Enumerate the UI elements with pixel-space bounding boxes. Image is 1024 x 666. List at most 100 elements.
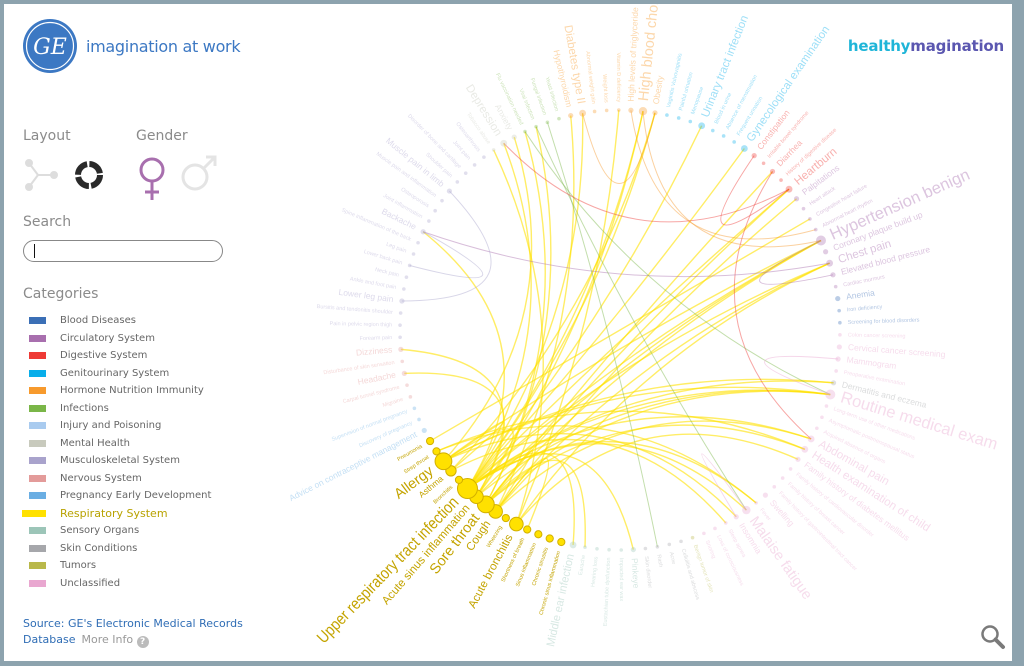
- link-upper-respiratory-tract-infection-to-gynecological-examination: [466, 148, 745, 490]
- search-label: Search: [23, 214, 72, 230]
- link-hypertension-benign-to-elevated-blood-pressure: [759, 240, 834, 285]
- category-swatch: [29, 562, 46, 570]
- legend-item-circulatory-system[interactable]: Circulatory System: [26, 330, 211, 348]
- node-acquired-absence-of-organs: [815, 426, 819, 431]
- node-anxiety: [511, 134, 517, 140]
- link-diarrhea-to-abdominal-pain: [733, 171, 812, 440]
- node-label: Colon cancer screening: [848, 332, 906, 339]
- node-tobacco-abuse: [491, 148, 496, 152]
- node-label: Impacted ear wax: [618, 558, 624, 602]
- more-info-link[interactable]: More Info: [81, 633, 134, 646]
- female-icon[interactable]: [137, 156, 167, 202]
- node-vaginitis-vulvovaginitis: [665, 113, 669, 117]
- node-acute-bronchitis: [509, 516, 524, 532]
- brand-part2: magination: [910, 37, 1004, 55]
- node-disturbance-of-skin-sensation: [400, 359, 405, 364]
- link-sore-throat-to-cough: [485, 449, 534, 512]
- node-strep-throat: [432, 447, 441, 456]
- zoom-magnifier-icon[interactable]: [980, 624, 1006, 650]
- legend-item-skin-conditions[interactable]: Skin Conditions: [26, 540, 211, 558]
- node-cervical-cancer-screening: [836, 344, 842, 350]
- legend-item-nervous-system[interactable]: Nervous System: [26, 470, 211, 488]
- node-chest-pain: [826, 259, 834, 267]
- legend-item-pregnancy-early-development[interactable]: Pregnancy Early Development: [26, 487, 211, 505]
- category-label: Unclassified: [60, 577, 121, 589]
- node-label: Skin disorder: [643, 556, 653, 589]
- link-strep-throat-to-fever: [436, 425, 757, 504]
- circle-layout-icon[interactable]: [73, 159, 105, 191]
- legend-item-musculoskeletal-system[interactable]: Musculoskeletal System: [26, 452, 211, 470]
- link-sore-throat-to-flu-vaccination-needed: [485, 131, 546, 505]
- node-label: Anemia: [845, 288, 875, 302]
- link-upper-respiratory-tract-infection-to-urinary-tract-infection: [466, 125, 703, 489]
- legend-item-blood-diseases[interactable]: Blood Diseases: [26, 312, 211, 330]
- legend-item-respiratory-system[interactable]: Respiratory System: [22, 505, 211, 523]
- node-cellulitis-and-abscess: [679, 539, 683, 544]
- node-label: Iron deficiency: [847, 304, 883, 313]
- node-vitamin-d-deficiency: [616, 108, 621, 112]
- legend-item-injury-and-poisoning[interactable]: Injury and Poisoning: [26, 417, 211, 435]
- category-swatch: [29, 527, 46, 535]
- node-pain-in-pelvic-region-thigh: [398, 323, 402, 327]
- legend-item-hormone-nutrition-immunity[interactable]: Hormone Nutrition Immunity: [26, 382, 211, 400]
- node-osteoarthrosis: [482, 155, 486, 159]
- node-routine-medical-exam: [825, 389, 836, 400]
- category-label: Pregnancy Early Development: [60, 490, 212, 502]
- node-bronchitis: [454, 475, 464, 484]
- legend-item-tumors[interactable]: Tumors: [26, 557, 211, 575]
- category-swatch: [29, 422, 46, 430]
- node-family-history-of-diabetes-mellitus: [795, 456, 801, 462]
- node-ankle-and-foot-pain: [402, 287, 406, 291]
- node-snoring: [702, 531, 706, 536]
- link-high-blood-cholesterol-to-hypertension-benign: [642, 111, 822, 248]
- node-palpitations: [793, 196, 800, 202]
- legend-item-unclassified[interactable]: Unclassified: [26, 575, 211, 593]
- category-label: Hormone Nutrition Immunity: [60, 385, 204, 397]
- node-label: Earache: [578, 554, 587, 575]
- tagline: imagination at work: [86, 37, 241, 56]
- link-muscle-pain-in-limb-to-lower-leg-pain: [401, 190, 492, 302]
- node-middle-ear-infection: [569, 541, 577, 549]
- node-flu-vaccination-needed: [523, 129, 527, 134]
- node-chronic-sinusitis: [545, 534, 554, 543]
- node-heartburn: [785, 185, 793, 193]
- node-dizziness: [398, 346, 404, 352]
- legend-item-digestive-system[interactable]: Digestive System: [26, 347, 211, 365]
- category-label: Sensory Organs: [60, 525, 140, 537]
- node-constipation: [751, 153, 757, 159]
- source-link[interactable]: Source: GE's Electronic Medical Records …: [23, 617, 243, 646]
- link-malaise-fatigue-to-insomnia: [701, 453, 747, 518]
- node-dermatitis-and-eczema: [830, 380, 837, 386]
- male-icon[interactable]: [180, 154, 220, 194]
- node-chronic-sinus-inflammation: [557, 537, 566, 547]
- link-acute-sinus-inflammation-to-allergy: [443, 428, 514, 498]
- ge-logo: GE: [23, 19, 77, 73]
- help-icon[interactable]: ?: [136, 636, 149, 648]
- node-label: Rash: [655, 554, 663, 568]
- node-yeast-infection: [557, 116, 561, 121]
- legend-item-sensory-organs[interactable]: Sensory Organs: [26, 522, 211, 540]
- footer: Source: GE's Electronic Medical Records …: [23, 616, 253, 648]
- network-layout-icon[interactable]: [24, 158, 60, 192]
- node-acne: [667, 542, 672, 547]
- node-swelling: [762, 492, 768, 498]
- gender-label: Gender: [136, 128, 188, 144]
- legend-item-genitourinary-system[interactable]: Genitourinary System: [26, 365, 211, 383]
- node-lower-back-pain: [407, 263, 412, 268]
- node-urinary-tract-infection: [698, 122, 706, 130]
- link-allergy-to-routine-medical-exam: [443, 386, 831, 462]
- search-input[interactable]: [23, 240, 223, 262]
- link-allergy-to-insomnia: [443, 432, 737, 518]
- node-neck-pain: [404, 275, 409, 279]
- node-supervision-of-normal-pregnancy: [412, 406, 417, 411]
- node-label: Eustachian tube dysfunction: [603, 557, 612, 626]
- node-hearing-loss: [595, 546, 599, 551]
- node-label: Headache: [357, 369, 397, 386]
- node-muscle-pain-and-inflammation: [440, 198, 444, 203]
- legend-item-infections[interactable]: Infections: [26, 400, 211, 418]
- legend-item-mental-health[interactable]: Mental Health: [26, 435, 211, 453]
- link-upper-respiratory-tract-infection-to-abdominal-pain: [467, 416, 812, 490]
- node-forearm-pain: [398, 335, 402, 340]
- node-sleep-apnea: [723, 521, 728, 525]
